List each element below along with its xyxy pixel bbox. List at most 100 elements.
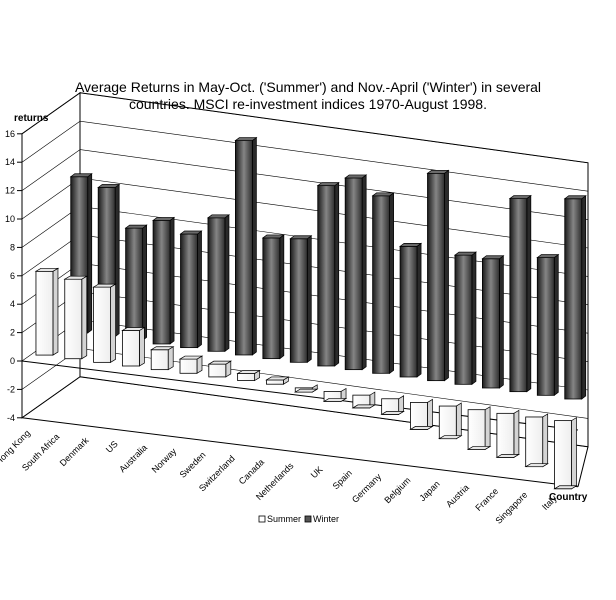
y-tick-label: 8 xyxy=(10,242,15,252)
bar-winter-16-side xyxy=(526,194,532,393)
bar-winter-4 xyxy=(180,233,198,349)
bar-summer-7 xyxy=(237,373,256,381)
bar-summer-2-side xyxy=(110,283,116,363)
gridline-side xyxy=(21,149,81,191)
bar-summer-3-side xyxy=(139,326,145,367)
bar-winter-11 xyxy=(372,195,391,374)
bar-winter-14 xyxy=(454,254,473,385)
bar-summer-3-top xyxy=(121,327,146,331)
chart-title-line2: countries. MSCI re-investment indices 19… xyxy=(129,96,487,112)
bar-winter-17 xyxy=(536,257,555,396)
x-tick-label: Japan xyxy=(417,479,441,503)
bar-winter-8-side xyxy=(306,235,312,364)
y-tick-label: 2 xyxy=(10,328,15,338)
bar-summer-16-side xyxy=(513,409,520,458)
bar-winter-11-top xyxy=(371,192,395,197)
bar-summer-18-top xyxy=(553,485,578,490)
bar-winter-6 xyxy=(235,140,253,356)
bar-winter-2-top xyxy=(124,224,148,229)
bars-group xyxy=(34,136,587,490)
gridline-side xyxy=(21,177,81,220)
bar-winter-0-side xyxy=(87,173,93,334)
x-tick-label: France xyxy=(473,486,500,513)
bar-summer-4 xyxy=(150,349,169,371)
y-tick-label: 16 xyxy=(5,129,15,139)
bar-winter-12-top xyxy=(399,242,423,247)
legend-swatch-summer xyxy=(258,515,266,523)
bar-summer-6 xyxy=(208,363,227,378)
bar-summer-12-top xyxy=(380,411,405,415)
y-axis-title: returns xyxy=(14,113,49,124)
bar-summer-1-top xyxy=(63,275,89,280)
bar-winter-10 xyxy=(344,177,363,371)
x-tick-label: Denmark xyxy=(58,435,91,468)
bar-summer-18-side xyxy=(571,416,577,490)
bar-winter-18-side xyxy=(581,195,587,400)
x-tick-label: Spain xyxy=(331,468,354,491)
bar-winter-15 xyxy=(482,258,500,389)
bar-summer-9-top xyxy=(293,388,319,393)
bar-winter-7-side xyxy=(279,234,285,360)
bar-winter-16 xyxy=(509,198,528,393)
bar-winter-4-top xyxy=(179,230,203,235)
bar-winter-17-side xyxy=(553,253,559,397)
bar-summer-15 xyxy=(467,409,486,450)
x-tick-label: Australia xyxy=(117,442,149,474)
floor-edge xyxy=(21,417,579,488)
legend-swatch-winter xyxy=(304,515,312,523)
bar-summer-8-top xyxy=(265,376,290,381)
bar-summer-7-top xyxy=(236,370,261,374)
bar-winter-7-top xyxy=(261,234,285,239)
bar-winter-1-top xyxy=(97,184,121,188)
bar-summer-13-side xyxy=(427,398,433,431)
bar-winter-7 xyxy=(262,237,281,360)
bar-winter-11-side xyxy=(389,192,394,375)
x-tick-label: Singapore xyxy=(493,490,529,526)
bar-winter-14-side xyxy=(471,251,477,386)
bar-winter-3-side xyxy=(169,216,175,345)
y-tick-label: 10 xyxy=(5,214,15,224)
bar-winter-9 xyxy=(317,185,336,367)
bar-winter-18 xyxy=(564,198,583,400)
bar-winter-14-top xyxy=(453,251,478,256)
bar-summer-0-top xyxy=(34,267,60,272)
bar-summer-4-top xyxy=(149,346,175,351)
bar-winter-12 xyxy=(399,245,418,378)
bar-summer-17-top xyxy=(524,463,549,468)
x-tick-label: US xyxy=(104,439,120,455)
gridline-side xyxy=(21,376,81,419)
bar-summer-5 xyxy=(179,358,198,374)
legend-label-winter: Winter xyxy=(313,514,339,524)
bar-summer-10-top xyxy=(322,398,348,402)
bar-winter-6-top xyxy=(234,137,258,141)
x-tick-label: Austria xyxy=(444,482,471,509)
bar-winter-0-top xyxy=(69,173,93,178)
bar-winter-9-top xyxy=(316,182,340,186)
bar-winter-13-side xyxy=(444,169,449,382)
y-tick-label: 14 xyxy=(5,157,15,167)
chart-title-line1: Average Returns in May-Oct. ('Summer') a… xyxy=(74,79,542,95)
bar-summer-4-side xyxy=(167,346,174,371)
x-tick-label: UK xyxy=(309,464,325,480)
bar-winter-5 xyxy=(207,217,226,352)
bar-summer-13-top xyxy=(409,426,434,430)
x-tick-label: Sweden xyxy=(178,450,208,480)
bar-winter-9-side xyxy=(334,181,340,367)
bar-winter-10-side xyxy=(361,174,367,371)
bar-summer-16-top xyxy=(495,454,521,458)
bar-summer-8 xyxy=(266,379,284,385)
bar-summer-17-side xyxy=(542,413,549,468)
y-tick-label: 12 xyxy=(5,186,15,196)
bar-winter-6-side xyxy=(252,136,257,356)
x-tick-label: Germany xyxy=(350,471,384,505)
bar-summer-14-side xyxy=(455,402,462,440)
bar-winter-4-side xyxy=(197,230,202,349)
bar-winter-8-top xyxy=(289,235,313,240)
bar-winter-2-side xyxy=(142,224,147,341)
gridline-side xyxy=(21,234,81,277)
bar-summer-14 xyxy=(438,405,457,440)
gridline-back xyxy=(79,120,589,192)
bar-summer-6-top xyxy=(207,360,233,365)
bar-summer-2 xyxy=(93,286,111,363)
bar-summer-3 xyxy=(121,330,140,367)
